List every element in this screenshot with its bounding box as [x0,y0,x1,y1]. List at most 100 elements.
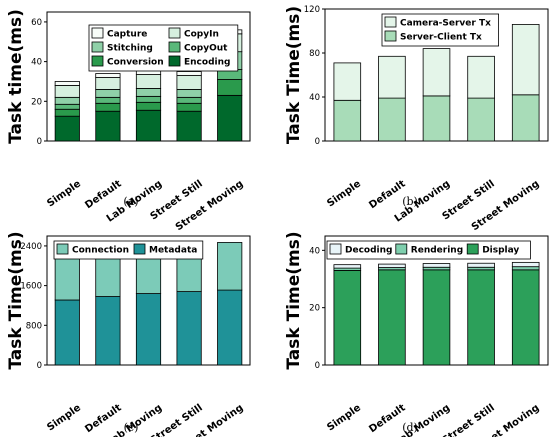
y-tick-label: 120 [304,5,320,15]
y-axis-title: Task Time(ms) [284,6,304,144]
legend-label: CopyOut [184,44,228,54]
legend-label: Metadata [149,246,197,256]
legend-label: Camera-Server Tx [400,19,491,29]
bar-stitching-lab-moving [135,88,162,97]
bar-encoding-lab-moving [135,109,162,142]
legend-label: Stitching [107,44,153,54]
bar-server-client-tx-default [378,97,406,142]
bar-decoding-street-still [467,262,495,268]
bar-copyin-default [95,77,121,90]
panel-caption: (a) [123,195,138,208]
bar-display-default [378,269,406,366]
bar-copyin-lab-moving [135,74,162,89]
bar-conversion-simple [54,108,80,117]
legend-label: Connection [72,246,129,256]
y-tick-label: 0 [315,361,320,371]
bar-camera-server-tx-simple [333,62,362,101]
legend-swatch [384,16,397,28]
bar-decoding-street-moving [511,261,540,268]
bar-camera-server-tx-street-moving [511,23,540,96]
legend-swatch [384,30,397,42]
bar-capture-street-still [176,71,202,76]
bar-decoding-default [378,263,406,268]
y-tick-label: 20 [31,97,42,107]
bar-connection-street-moving [217,242,243,291]
panel-caption: (c) [124,421,139,434]
bar-display-simple [333,269,362,366]
legend: Decoding Rendering Display [326,240,531,260]
legend-swatch [466,243,479,255]
y-tick-label: 0 [37,361,42,371]
bar-encoding-street-moving [217,94,243,142]
legend-box [381,13,499,47]
y-tick-label: 0 [37,137,42,147]
y-tick-label: 40 [31,58,42,68]
bar-stitching-simple [54,96,80,105]
legend-label: Display [482,246,519,256]
legend-label: Rendering [411,246,463,256]
x-tick-label: Simple [45,402,83,433]
legend-label: Encoding [184,58,230,68]
legend-swatch [395,243,408,255]
y-tick-label: 40 [309,93,320,103]
legend-swatch [91,27,104,39]
bar-copyin-street-still [176,75,202,90]
legend-swatch [56,243,69,255]
bar-capture-simple [54,81,80,86]
panel-caption: (d) [402,421,418,434]
y-tick-label: 60 [31,18,42,28]
bar-server-client-tx-simple [333,99,362,142]
bar-metadata-lab-moving [135,293,162,366]
legend-label: Conversion [107,58,164,68]
bar-display-street-still [467,269,495,366]
bar-metadata-street-moving [217,289,243,366]
y-axis-title: Task time(ms) [6,9,26,144]
bar-metadata-simple [54,299,80,366]
bar-conversion-street-moving [217,79,243,96]
bar-encoding-simple [54,115,80,142]
bar-conversion-street-still [176,102,202,112]
bar-metadata-default [95,296,121,366]
bar-decoding-simple [333,264,362,269]
legend-label: CopyIn [184,30,219,40]
bar-copyin-simple [54,85,80,98]
y-tick-label: 1600 [20,282,42,292]
bar-stitching-street-still [176,89,202,98]
x-tick-label: Simple [325,402,363,433]
x-tick-label: Simple [45,178,83,209]
legend-label: Server-Client Tx [400,33,482,43]
legend-swatch [168,27,181,39]
bar-server-client-tx-street-moving [511,94,540,142]
bar-encoding-street-still [176,110,202,142]
bar-display-street-moving [511,269,540,366]
legend-swatch [329,243,342,255]
y-axis-title: Task Time(ms) [284,231,304,369]
y-tick-label: 800 [26,321,42,331]
y-tick-label: 0 [315,137,320,147]
bar-copyout-simple [54,103,80,110]
legend-box [53,240,204,260]
y-tick-label: 80 [309,49,320,59]
bar-metadata-street-still [176,291,202,366]
bar-rendering-street-moving [511,266,540,271]
bar-camera-server-tx-street-still [467,55,495,99]
legend-label: Capture [107,30,147,40]
legend-swatch [91,41,104,53]
bar-conversion-lab-moving [135,101,162,111]
legend-label: Decoding [345,246,392,256]
bar-display-lab-moving [422,269,451,366]
legend-swatch [91,55,104,67]
bar-copyout-lab-moving [135,95,162,103]
legend: Capture CopyIn Stitching CopyOut Conversion E… [88,24,239,72]
bar-connection-simple [54,256,80,301]
bar-camera-server-tx-lab-moving [422,48,451,97]
bar-server-client-tx-street-still [467,97,495,142]
panel-caption: (b) [402,195,418,208]
bar-server-client-tx-lab-moving [422,95,451,142]
bar-copyout-default [95,96,121,104]
y-tick-label: 40 [309,246,320,256]
